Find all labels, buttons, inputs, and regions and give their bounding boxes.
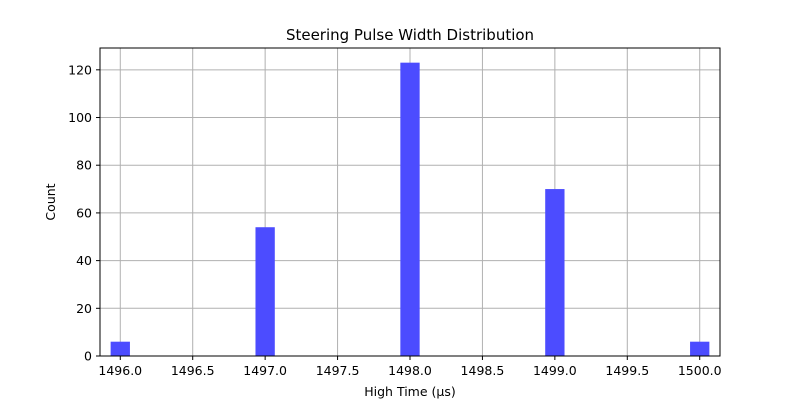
y-tick-label: 80 <box>76 158 92 173</box>
histogram-bar <box>110 341 130 356</box>
histogram-bar <box>255 227 275 356</box>
x-tick-label: 1500.0 <box>678 363 722 378</box>
x-tick-label: 1499.5 <box>605 363 649 378</box>
histogram-bar <box>545 189 565 356</box>
y-tick-label: 40 <box>76 253 92 268</box>
chart-title: Steering Pulse Width Distribution <box>286 26 534 44</box>
histogram-bar <box>690 341 710 356</box>
histogram-bar <box>400 62 420 357</box>
y-tick-label: 120 <box>68 62 92 77</box>
x-axis-ticks: 1496.0 1496.5 1497.0 1497.5 1498.0 1498.5 1499… <box>98 356 722 378</box>
x-tick-label: 1498.0 <box>388 363 432 378</box>
x-tick-label: 1497.5 <box>316 363 360 378</box>
y-tick-label: 100 <box>68 110 92 125</box>
x-tick-label: 1498.5 <box>461 363 505 378</box>
y-tick-label: 20 <box>76 301 92 316</box>
y-axis-ticks: 0 20 40 60 80 100 120 <box>68 62 100 364</box>
x-tick-label: 1496.5 <box>171 363 215 378</box>
y-axis-label: Count <box>43 183 58 220</box>
x-tick-label: 1499.0 <box>533 363 577 378</box>
y-tick-label: 60 <box>76 205 92 220</box>
y-tick-label: 0 <box>84 349 92 364</box>
x-tick-label: 1496.0 <box>98 363 142 378</box>
bars-group <box>110 62 710 357</box>
x-axis-label: High Time (µs) <box>364 384 456 399</box>
x-tick-label: 1497.0 <box>243 363 287 378</box>
